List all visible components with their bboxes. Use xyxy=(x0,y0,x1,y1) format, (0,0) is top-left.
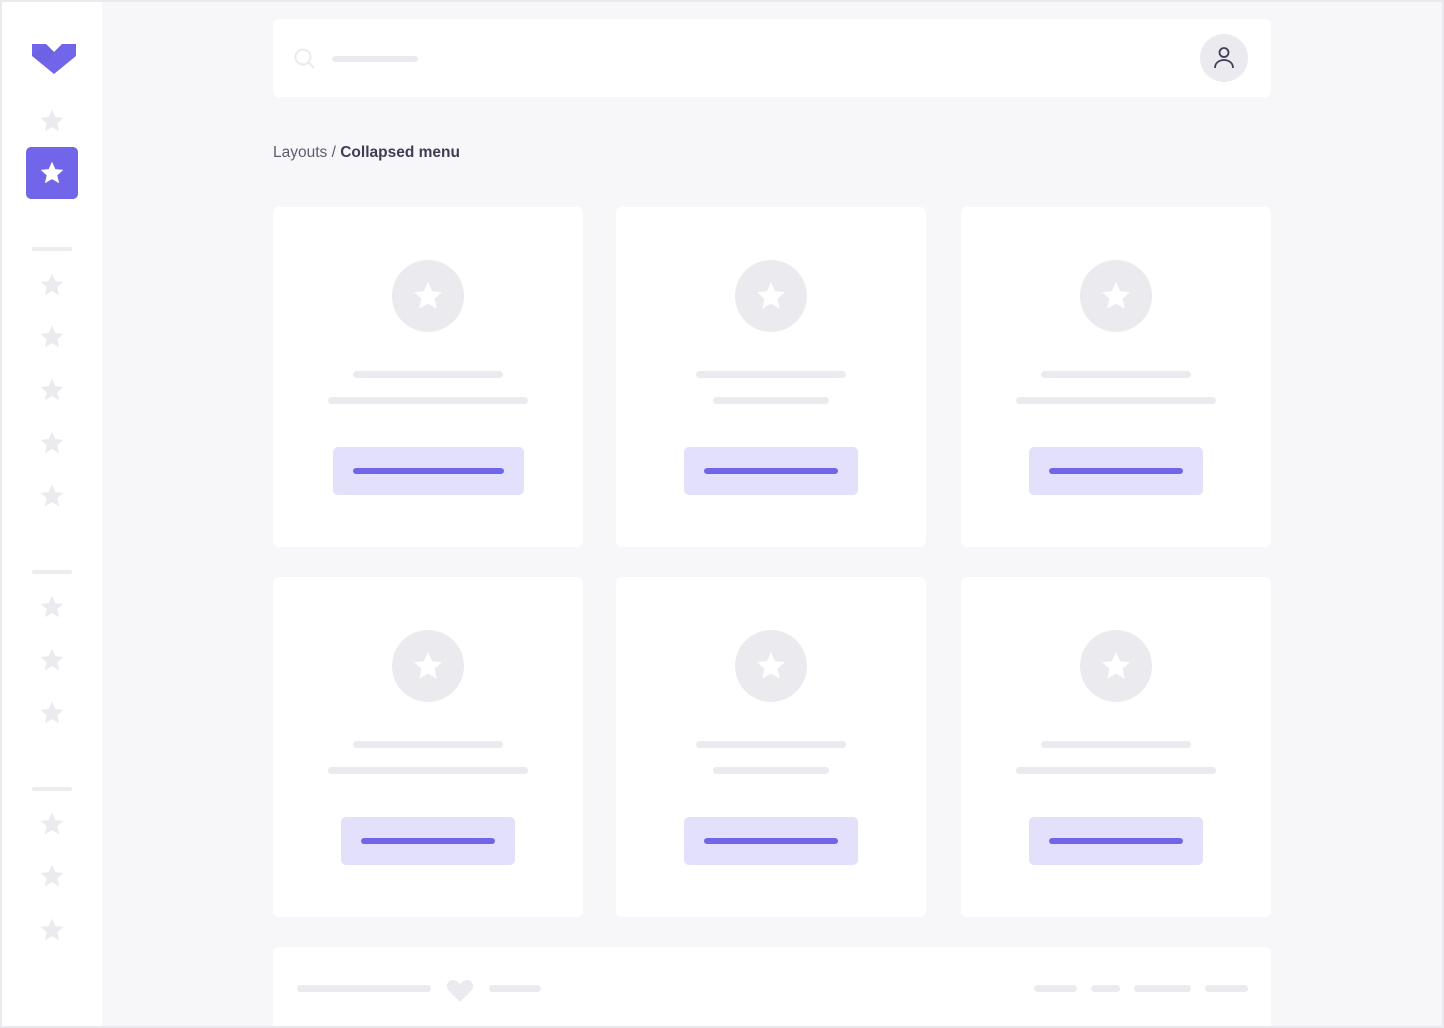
star-icon xyxy=(1100,280,1132,312)
card xyxy=(616,207,926,547)
sidebar-item-active[interactable] xyxy=(26,147,78,199)
avatar[interactable] xyxy=(1200,34,1248,82)
star-icon[interactable] xyxy=(39,917,65,943)
card xyxy=(961,207,1271,547)
breadcrumb: Layouts / Collapsed menu xyxy=(273,144,460,162)
card-button-label xyxy=(704,838,838,844)
star-icon[interactable] xyxy=(39,108,65,134)
star-icon[interactable] xyxy=(39,324,65,350)
card-title xyxy=(1041,741,1191,748)
card-button[interactable] xyxy=(1029,447,1203,495)
card-text xyxy=(328,767,528,774)
star-icon[interactable] xyxy=(39,377,65,403)
star-icon[interactable] xyxy=(39,863,65,889)
star-icon xyxy=(755,650,787,682)
card-button[interactable] xyxy=(684,817,858,865)
star-icon[interactable] xyxy=(39,700,65,726)
card-title xyxy=(696,371,846,378)
card-button[interactable] xyxy=(341,817,515,865)
user-icon xyxy=(1214,47,1234,69)
card-text xyxy=(1016,397,1216,404)
card-avatar xyxy=(1080,630,1152,702)
sidebar xyxy=(2,2,102,1026)
breadcrumb-current: Collapsed menu xyxy=(340,144,460,161)
search-input[interactable] xyxy=(332,56,418,62)
card xyxy=(273,577,583,917)
card-avatar xyxy=(1080,260,1152,332)
star-icon xyxy=(412,650,444,682)
footer-text xyxy=(297,985,431,992)
card-button[interactable] xyxy=(684,447,858,495)
card-text xyxy=(1016,767,1216,774)
card-avatar xyxy=(735,630,807,702)
top-bar xyxy=(273,19,1271,97)
card-avatar xyxy=(735,260,807,332)
footer xyxy=(273,947,1271,1026)
heart-icon xyxy=(446,980,474,1002)
card-text xyxy=(713,397,829,404)
breadcrumb-parent[interactable]: Layouts xyxy=(273,144,328,161)
breadcrumb-separator: / xyxy=(331,144,336,161)
card-button-label xyxy=(361,838,495,844)
footer-link[interactable] xyxy=(1034,985,1077,992)
search-icon[interactable] xyxy=(294,48,316,70)
star-icon[interactable] xyxy=(39,647,65,673)
star-icon[interactable] xyxy=(39,430,65,456)
card-title xyxy=(353,371,503,378)
divider xyxy=(32,787,72,791)
card-button-label xyxy=(1049,468,1183,474)
card-button-label xyxy=(1049,838,1183,844)
card-text xyxy=(713,767,829,774)
card-button[interactable] xyxy=(1029,817,1203,865)
card-title xyxy=(696,741,846,748)
card xyxy=(273,207,583,547)
footer-link[interactable] xyxy=(1205,985,1248,992)
card-avatar xyxy=(392,630,464,702)
card-button-label xyxy=(352,468,504,474)
divider xyxy=(32,570,72,574)
card-text xyxy=(328,397,528,404)
card-title xyxy=(353,741,503,748)
star-icon[interactable] xyxy=(39,811,65,837)
logo-icon[interactable] xyxy=(32,44,76,74)
footer-link[interactable] xyxy=(1091,985,1120,992)
footer-text xyxy=(489,985,541,992)
card xyxy=(616,577,926,917)
star-icon xyxy=(1100,650,1132,682)
card-button-label xyxy=(704,468,838,474)
star-icon xyxy=(39,160,65,186)
divider xyxy=(32,247,72,251)
star-icon xyxy=(755,280,787,312)
card-avatar xyxy=(392,260,464,332)
footer-link[interactable] xyxy=(1134,985,1191,992)
card-button[interactable] xyxy=(332,447,524,495)
star-icon[interactable] xyxy=(39,483,65,509)
card-title xyxy=(1041,371,1191,378)
star-icon[interactable] xyxy=(39,594,65,620)
card xyxy=(961,577,1271,917)
star-icon[interactable] xyxy=(39,272,65,298)
star-icon xyxy=(412,280,444,312)
